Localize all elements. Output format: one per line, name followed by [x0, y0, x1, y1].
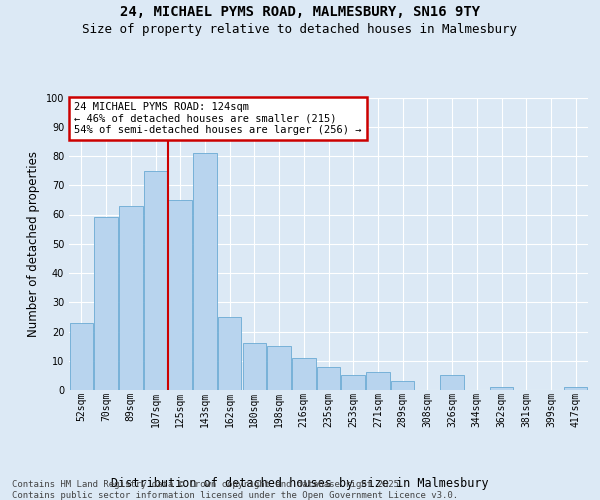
Text: 24, MICHAEL PYMS ROAD, MALMESBURY, SN16 9TY: 24, MICHAEL PYMS ROAD, MALMESBURY, SN16 …	[120, 5, 480, 19]
Bar	[218, 317, 241, 390]
Bar	[144, 170, 167, 390]
Bar	[70, 322, 93, 390]
Bar	[94, 218, 118, 390]
Bar	[119, 206, 143, 390]
Bar	[292, 358, 316, 390]
Bar	[268, 346, 291, 390]
Bar	[490, 387, 513, 390]
Text: Distribution of detached houses by size in Malmesbury: Distribution of detached houses by size …	[111, 477, 489, 490]
Text: Contains HM Land Registry data © Crown copyright and database right 2025.
Contai: Contains HM Land Registry data © Crown c…	[12, 480, 458, 500]
Bar	[440, 376, 464, 390]
Bar	[341, 376, 365, 390]
Bar	[169, 200, 192, 390]
Bar	[193, 153, 217, 390]
Text: Size of property relative to detached houses in Malmesbury: Size of property relative to detached ho…	[83, 22, 517, 36]
Text: 24 MICHAEL PYMS ROAD: 124sqm
← 46% of detached houses are smaller (215)
54% of s: 24 MICHAEL PYMS ROAD: 124sqm ← 46% of de…	[74, 102, 362, 135]
Bar	[564, 387, 587, 390]
Y-axis label: Number of detached properties: Number of detached properties	[27, 151, 40, 337]
Bar	[366, 372, 389, 390]
Bar	[391, 381, 415, 390]
Bar	[317, 366, 340, 390]
Bar	[242, 343, 266, 390]
